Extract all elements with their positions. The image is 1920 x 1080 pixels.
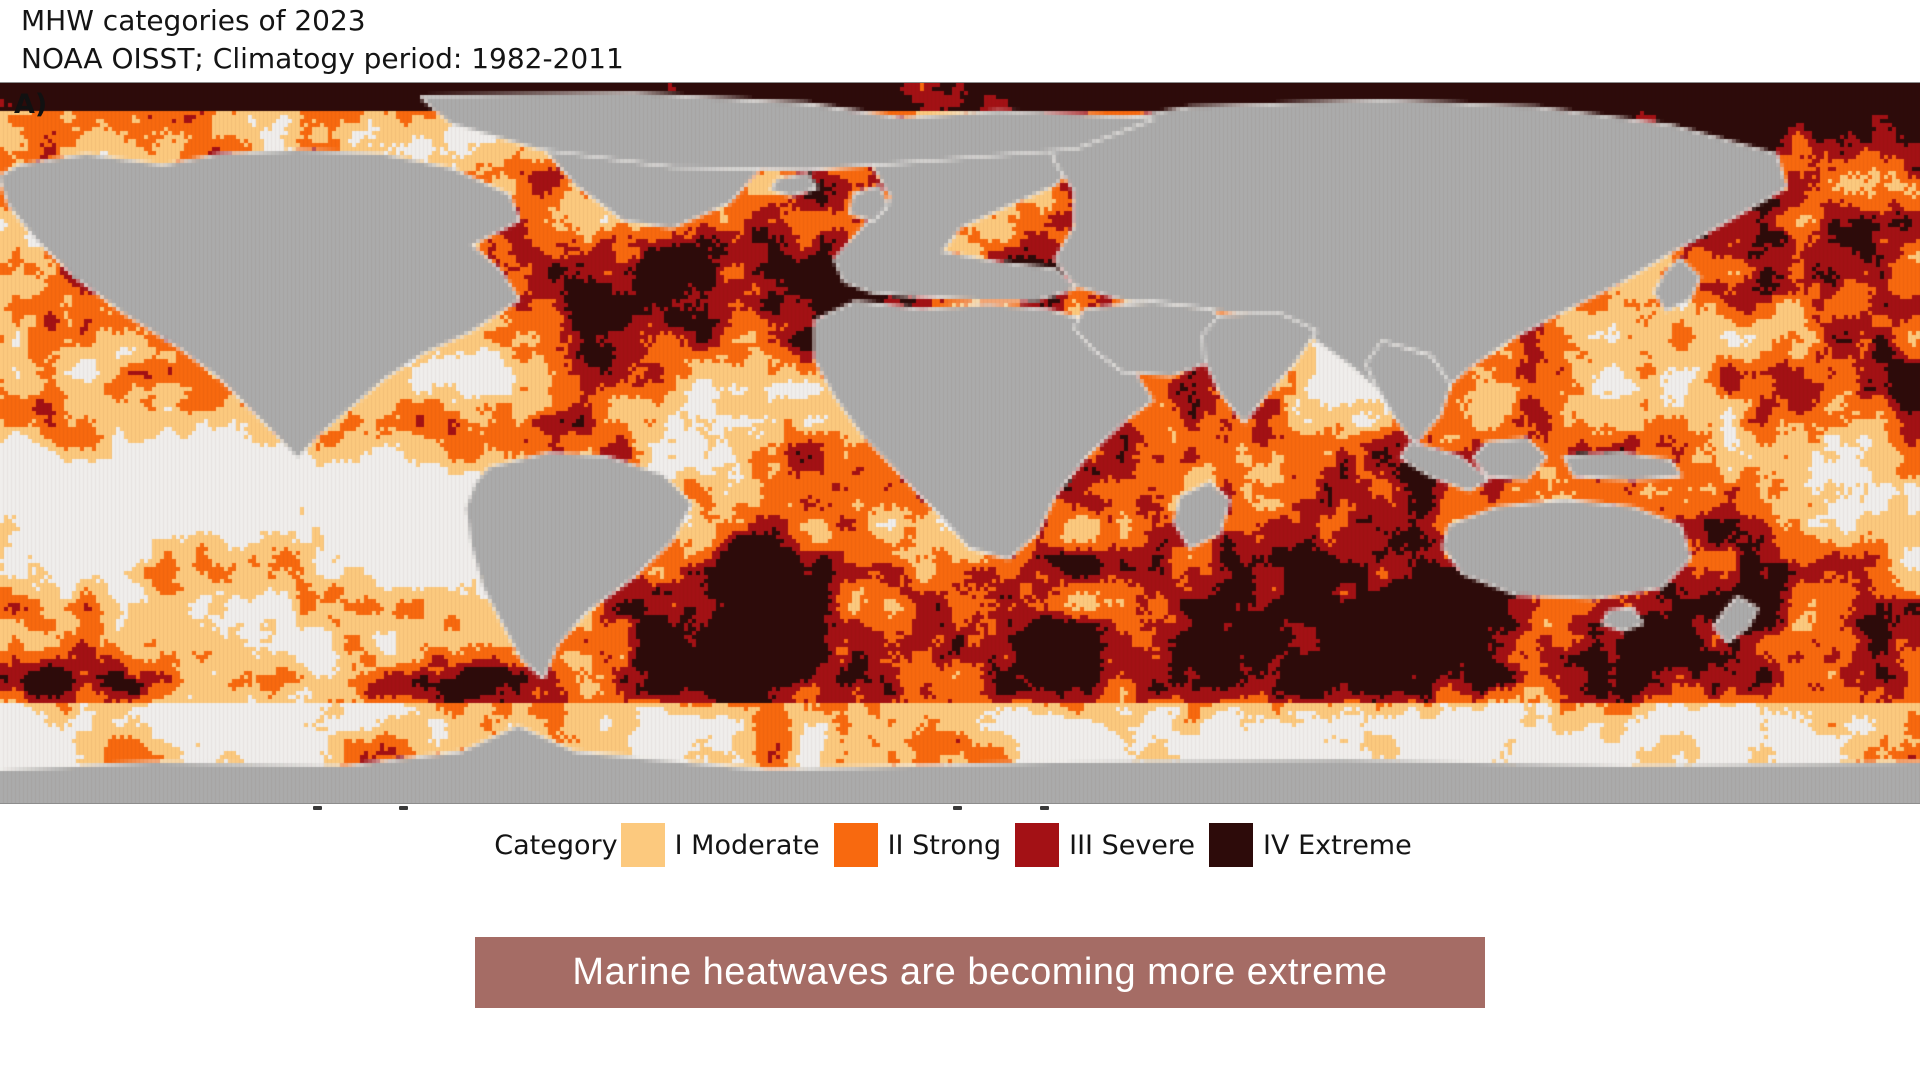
legend-item-strong: II Strong [833,823,1016,867]
legend-label-moderate: I Moderate [674,829,820,861]
world-map: A) [0,82,1920,804]
legend-swatch-extreme [1209,823,1254,867]
legend-swatch-severe [1015,823,1060,867]
legend-label-strong: II Strong [887,829,1002,861]
legend-label-extreme: IV Extreme [1263,829,1412,861]
legend-item-extreme: IV Extreme [1209,823,1426,867]
legend-title: Category [494,829,618,861]
mhw-map-canvas [0,83,1920,803]
legend-item-moderate: I Moderate [620,823,834,867]
axis-tick-mark [1040,806,1049,810]
panel-label: A) [14,89,48,120]
banner-text: Marine heatwaves are becoming more extre… [572,951,1388,993]
legend-item-severe: III Severe [1015,823,1209,867]
axis-tick-mark [313,806,322,810]
axis-tick-mark [953,806,962,810]
legend-swatch-strong [833,823,878,867]
banner: Marine heatwaves are becoming more extre… [475,937,1485,1008]
page-title: MHW categories of 2023 [21,4,366,37]
axis-tick-mark [399,806,408,810]
legend: Category I Moderate II Strong III Severe… [0,820,1920,870]
legend-label-severe: III Severe [1069,829,1196,861]
legend-swatch-moderate [620,823,665,867]
page-subtitle: NOAA OISST; Climatogy period: 1982-2011 [21,42,624,75]
